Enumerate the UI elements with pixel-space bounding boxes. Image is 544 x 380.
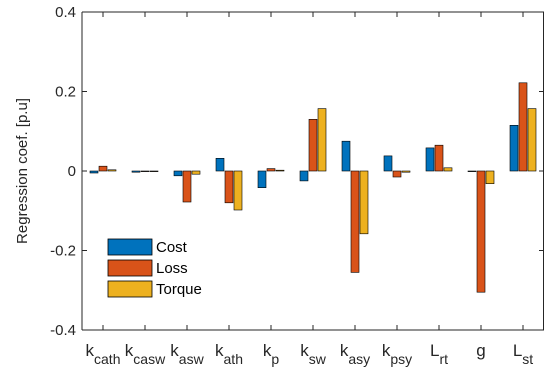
bar-loss-6 <box>350 170 360 273</box>
bar-cost-8 <box>425 147 435 172</box>
bar-cost-0 <box>89 170 99 174</box>
y-tick-label: 0.4 <box>55 4 76 21</box>
legend-swatch-cost <box>107 238 153 256</box>
x-tick-label-10: Lst <box>513 341 533 367</box>
x-tick-label-6: kasy <box>340 341 370 367</box>
bar-loss-8 <box>434 144 444 172</box>
legend-label-torque: Torque <box>156 281 202 298</box>
bar-cost-3 <box>215 158 225 172</box>
bar-loss-1 <box>140 170 150 172</box>
bar-loss-0 <box>98 165 108 172</box>
bar-cost-4 <box>257 170 267 189</box>
bar-torque-3 <box>233 170 243 211</box>
x-tick-label-7: kpsy <box>382 341 412 367</box>
y-tick-label: 0.2 <box>55 84 76 101</box>
legend-label-loss: Loss <box>156 260 188 277</box>
bar-torque-8 <box>443 167 453 172</box>
bar-cost-9 <box>467 170 477 172</box>
bar-torque-1 <box>149 170 159 172</box>
bar-cost-5 <box>299 170 309 182</box>
y-tick-label: -0.2 <box>50 243 76 260</box>
x-tick-label-4: kp <box>263 341 280 367</box>
bar-loss-7 <box>392 170 402 178</box>
bar-loss-9 <box>476 170 486 293</box>
bar-cost-7 <box>383 155 393 172</box>
x-tick-label-0: kcath <box>86 341 121 367</box>
bar-loss-10 <box>518 82 528 172</box>
y-axis-label: Regression coef. [p.u] <box>14 98 31 244</box>
legend-label-cost: Cost <box>156 239 188 256</box>
bar-loss-3 <box>224 170 234 204</box>
bar-torque-2 <box>191 170 201 175</box>
x-tick-label-8: Lrt <box>430 341 448 367</box>
bar-cost-1 <box>131 170 141 173</box>
x-tick-label-1: kcasw <box>125 341 166 367</box>
x-tick-label-3: kath <box>215 341 243 367</box>
bar-torque-7 <box>401 170 411 173</box>
x-tick-label-5: ksw <box>300 341 327 367</box>
bar-torque-5 <box>317 108 327 172</box>
bar-loss-5 <box>308 119 318 172</box>
bar-cost-10 <box>509 125 519 172</box>
bar-cost-6 <box>341 140 351 172</box>
y-ticks: -0.4 -0.2 0 0.2 0.4 <box>50 4 544 339</box>
bar-torque-4 <box>275 169 285 172</box>
bar-cost-2 <box>173 170 183 177</box>
bar-torque-6 <box>359 170 369 235</box>
x-tick-label-2: kasw <box>170 341 204 367</box>
bars-layer <box>89 82 537 293</box>
legend-swatch-torque <box>107 280 153 298</box>
x-tick-label-9: g <box>476 341 485 360</box>
bar-loss-2 <box>182 170 192 203</box>
bar-torque-10 <box>527 108 537 172</box>
bar-loss-4 <box>266 168 276 172</box>
x-ticks: kcath kcasw kasw kath kp ksw kasy kpsy Lrt g Lst <box>86 12 533 367</box>
bar-torque-0 <box>107 169 117 172</box>
legend: Cost Loss Torque <box>103 235 219 305</box>
bar-torque-9 <box>485 170 495 184</box>
legend-swatch-loss <box>107 259 153 277</box>
y-tick-label: 0 <box>68 163 76 180</box>
y-tick-label: -0.4 <box>50 322 76 339</box>
